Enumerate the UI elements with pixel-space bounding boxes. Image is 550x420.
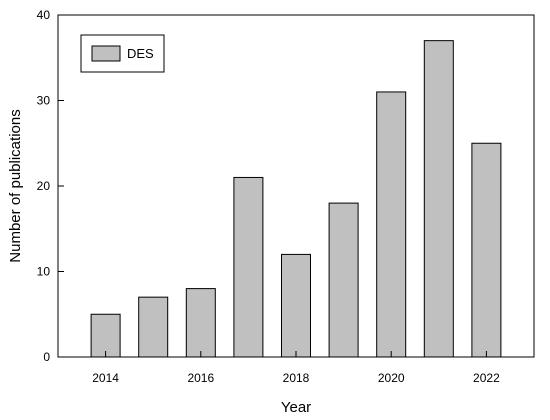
y-axis-title: Number of publications: [7, 109, 24, 262]
bar-2018: [281, 253, 311, 358]
bar-2019: [328, 202, 359, 358]
legend-swatch: [91, 45, 121, 62]
x-tick-label: 2022: [473, 371, 500, 385]
y-tick-label: 30: [37, 94, 51, 108]
bar-2016: [185, 288, 216, 358]
bar-2017: [233, 176, 264, 358]
x-axis-title: Year: [281, 399, 311, 416]
bars-group: [90, 40, 502, 358]
y-tick-label: 20: [37, 179, 51, 193]
plot-frame: [57, 14, 535, 358]
y-tick-label: 40: [37, 8, 51, 22]
bar-2022: [471, 142, 502, 358]
y-axis-ticks: 0 10 20 30 40: [37, 8, 64, 364]
x-axis-ticks: 2014 2016 2018 2020 2022: [92, 351, 500, 385]
x-tick-label: 2020: [378, 371, 405, 385]
y-tick-label: 10: [37, 265, 51, 279]
bar-2021: [423, 40, 454, 358]
y-tick-label: 0: [43, 350, 50, 364]
bar-2015: [138, 296, 169, 358]
legend-label: DES: [127, 46, 154, 61]
x-tick-label: 2016: [187, 371, 214, 385]
x-tick-label: 2018: [283, 371, 310, 385]
bar-2020: [376, 91, 407, 358]
x-tick-label: 2014: [92, 371, 119, 385]
legend: DES: [80, 34, 165, 73]
bar-2014: [90, 313, 121, 358]
